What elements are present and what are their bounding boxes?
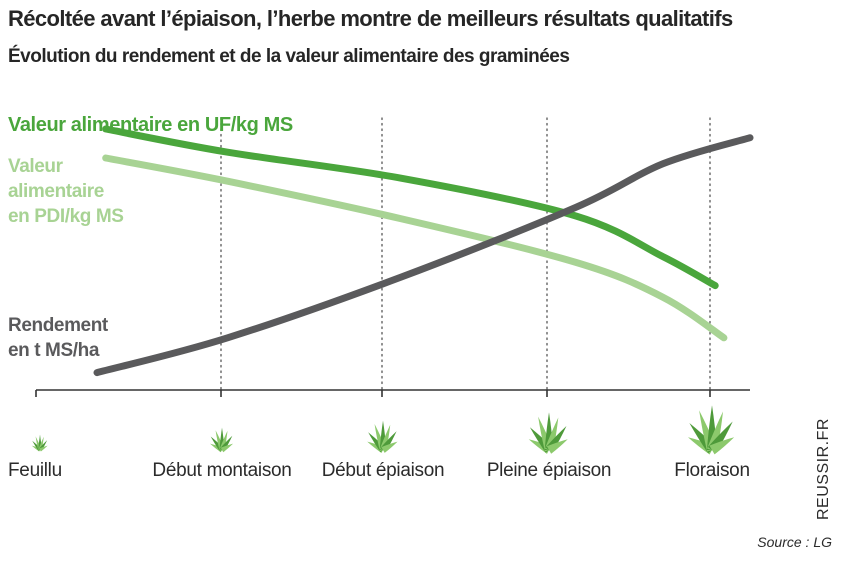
- chart-title: Récoltée avant l’épiaison, l’herbe montr…: [8, 6, 733, 31]
- grid: [220, 117, 711, 391]
- series-labels: Valeur alimentaire en UF/kg MS Valeur alim…: [8, 114, 293, 361]
- chart-subtitle: Évolution du rendement et de la valeur a…: [8, 46, 570, 67]
- series-label-pdi-line-1: alimentaire: [8, 181, 104, 202]
- series-line-uf: [102, 125, 719, 290]
- stage-label-3: Pleine épiaison: [487, 460, 611, 481]
- series-label-pdi-line-0: Valeur: [8, 156, 64, 177]
- stage-label-4: Floraison: [674, 460, 749, 481]
- series-lines: [93, 125, 754, 377]
- stage-label-1: Début montaison: [152, 460, 291, 481]
- series-label-pdi-line-2: en PDI/kg MS: [8, 206, 124, 227]
- series-line-rendement: [93, 134, 754, 377]
- stage-label-2: Début épiaison: [322, 460, 445, 481]
- stage-label-0: Feuillu: [8, 460, 62, 481]
- grass-tuft-xlarge-icon-4: [687, 405, 735, 455]
- watermark: REUSSIR.FR: [815, 418, 832, 520]
- grass-tuft-large-icon-3: [528, 412, 568, 454]
- series-label-rendement-line-0: Rendement: [8, 315, 109, 336]
- series-line-pdi: [102, 154, 728, 342]
- x-axis: [35, 389, 750, 397]
- stage-icons: [31, 405, 735, 455]
- grass-tuft-medium-icon-2: [367, 420, 398, 453]
- grass-tuft-small-icon-1: [209, 427, 234, 453]
- grass-tuft-small-icon-0: [31, 434, 48, 452]
- series-label-rendement-line-1: en t MS/ha: [8, 340, 100, 361]
- series-label-uf-line-0: Valeur alimentaire en UF/kg MS: [8, 114, 293, 136]
- stage-labels: Feuillu Début montaison Début épiaison Plei…: [8, 460, 750, 481]
- source-note: Source : LG: [757, 534, 832, 550]
